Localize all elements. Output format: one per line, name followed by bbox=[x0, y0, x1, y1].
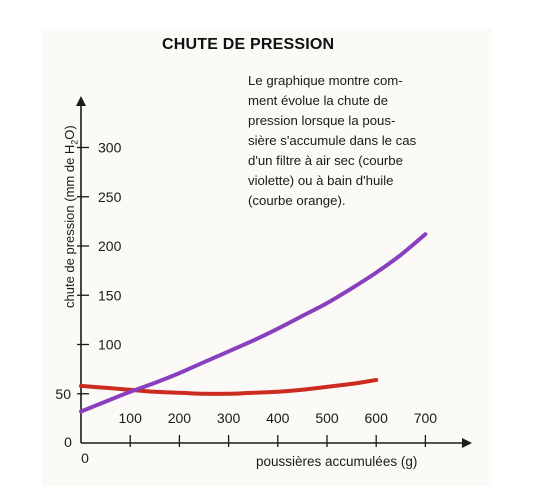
series-group bbox=[79, 232, 428, 414]
y-axis-label-suffix: O) bbox=[62, 125, 77, 140]
y-tick-label: 200 bbox=[98, 238, 122, 254]
x-tick-label: 600 bbox=[365, 410, 389, 426]
x-tick-label: 400 bbox=[266, 410, 290, 426]
figure-background bbox=[42, 28, 492, 486]
y-axis-label-text: chute de pression (mm de H bbox=[62, 144, 77, 308]
y-tick-label: 50 bbox=[55, 386, 71, 402]
x-tick-label: 100 bbox=[119, 410, 143, 426]
x-origin-label: 0 bbox=[81, 450, 89, 466]
chart-annotation: Le graphique montre com- ment évolue la … bbox=[248, 73, 417, 208]
x-axis-arrow bbox=[462, 438, 472, 448]
x-tick-label: 700 bbox=[414, 410, 438, 426]
y-tick-label: 300 bbox=[98, 140, 122, 156]
x-tick-label: 300 bbox=[217, 410, 241, 426]
y-tick-label: 250 bbox=[98, 189, 122, 205]
y-tick-label: 150 bbox=[98, 287, 122, 303]
chart-title: CHUTE DE PRESSION bbox=[162, 36, 335, 53]
x-tick-label: 200 bbox=[168, 410, 192, 426]
y-origin-label: 0 bbox=[64, 434, 72, 450]
y-tick-label: 100 bbox=[98, 337, 122, 353]
x-axis-label: poussières accumulées (g) bbox=[256, 454, 418, 469]
x-tick-label: 500 bbox=[315, 410, 339, 426]
y-axis-label-subscript: 2 bbox=[69, 139, 80, 145]
y-axis-arrow bbox=[76, 96, 86, 106]
series-line-violet bbox=[79, 232, 428, 414]
ticks: 50 100 150 200 250 300 100 200 300 400 500 600 700 00 bbox=[55, 140, 437, 467]
y-axis-label: chute de pression (mm de H2O) bbox=[62, 125, 80, 308]
